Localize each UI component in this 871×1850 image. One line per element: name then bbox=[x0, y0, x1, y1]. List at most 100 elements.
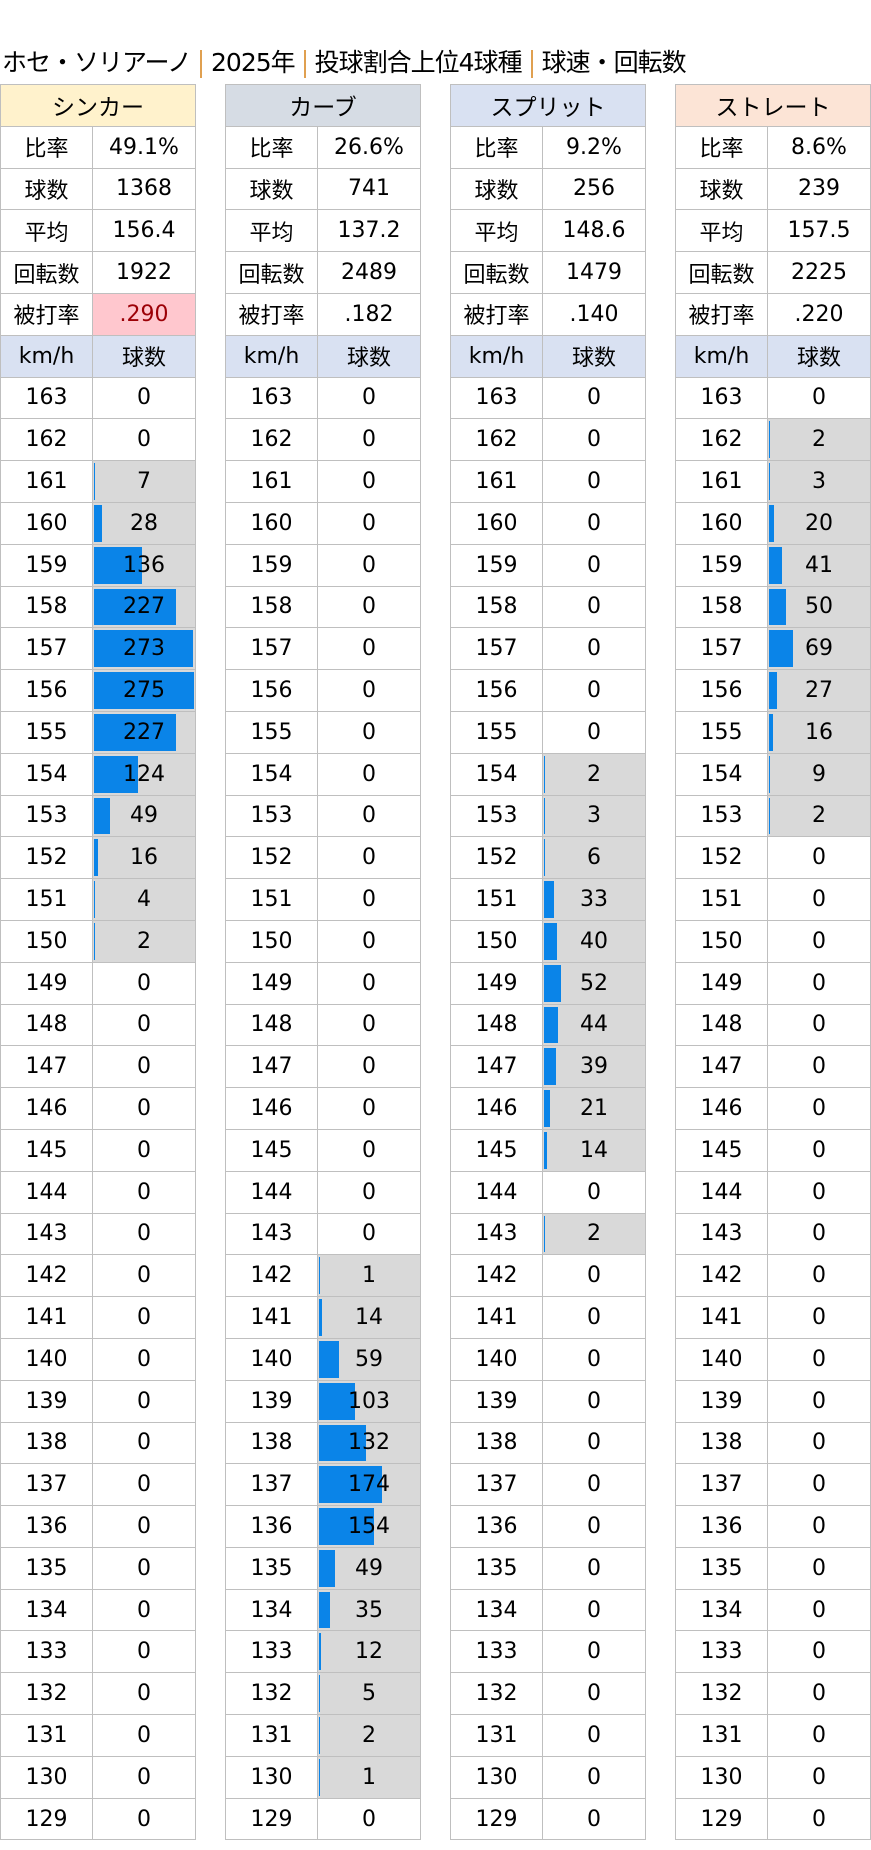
count-column-header: 球数 bbox=[543, 335, 645, 377]
pitch-count-cell: 1 bbox=[318, 1756, 420, 1798]
stat-label: 球数 bbox=[676, 168, 768, 210]
pitch-count-cell: 0 bbox=[318, 963, 420, 1004]
pitch-count: 0 bbox=[137, 1388, 151, 1414]
pitch-count-cell: 0 bbox=[93, 1130, 195, 1171]
stat-row: 球数 256 bbox=[451, 168, 645, 211]
pitch-count-cell: 39 bbox=[543, 1046, 645, 1088]
speed-value: 153 bbox=[226, 795, 318, 837]
pitch-count-cell: 0 bbox=[768, 1590, 870, 1631]
speed-value: 141 bbox=[676, 1297, 768, 1338]
pitch-count-cell: 0 bbox=[93, 1464, 195, 1505]
pitch-count: 12 bbox=[355, 1639, 383, 1665]
stat-row: 比率 26.6% bbox=[226, 126, 420, 169]
pitch-count-cell: 35 bbox=[318, 1589, 420, 1631]
speed-value: 130 bbox=[451, 1756, 543, 1798]
pitch-name: シンカー bbox=[1, 85, 195, 126]
table-row: 132 0 bbox=[1, 1673, 195, 1716]
table-row: 156 275 bbox=[1, 670, 195, 712]
pitch-count: 3 bbox=[587, 803, 601, 829]
pitch-count: 0 bbox=[137, 1263, 151, 1289]
speed-value: 160 bbox=[226, 502, 318, 544]
table-row: 149 0 bbox=[1, 962, 195, 1005]
pitch-count-cell: 0 bbox=[318, 503, 420, 544]
speed-value: 129 bbox=[226, 1798, 318, 1840]
speed-value: 147 bbox=[451, 1046, 543, 1088]
pitch-count-cell: 0 bbox=[318, 461, 420, 502]
table-row: 152 16 bbox=[1, 837, 195, 880]
table-row: 144 0 bbox=[1, 1171, 195, 1214]
pitch-count-cell: 0 bbox=[768, 1255, 870, 1296]
pitch-count: 0 bbox=[137, 1681, 151, 1707]
count-bar bbox=[94, 546, 143, 584]
speed-value: 135 bbox=[226, 1547, 318, 1589]
table-row: 148 0 bbox=[676, 1004, 870, 1047]
table-row: 135 49 bbox=[226, 1547, 420, 1590]
speed-value: 156 bbox=[226, 670, 318, 711]
pitch-count-cell: 0 bbox=[93, 1339, 195, 1380]
pitch-count-cell: 0 bbox=[318, 921, 420, 962]
pitch-count: 0 bbox=[362, 636, 376, 662]
pitch-count-cell: 0 bbox=[93, 1088, 195, 1129]
pitch-count: 0 bbox=[812, 1472, 826, 1498]
table-row: 159 136 bbox=[1, 544, 195, 587]
speed-value: 158 bbox=[451, 586, 543, 628]
table-row: 133 0 bbox=[1, 1631, 195, 1674]
pitch-count-cell: 2 bbox=[318, 1715, 420, 1756]
pitch-count: 275 bbox=[123, 678, 165, 704]
stat-label: 平均 bbox=[1, 210, 93, 252]
speed-value: 147 bbox=[226, 1046, 318, 1088]
pitch-count-cell: 0 bbox=[93, 1590, 195, 1631]
count-bar bbox=[319, 1508, 375, 1545]
pitch-count-cell: 52 bbox=[543, 962, 645, 1004]
table-row: 141 0 bbox=[451, 1297, 645, 1339]
pitch-count-cell: 3 bbox=[768, 461, 870, 502]
speed-value: 161 bbox=[676, 461, 768, 502]
table-row: 130 0 bbox=[451, 1756, 645, 1799]
pitch-count: 0 bbox=[137, 1472, 151, 1498]
speed-value: 159 bbox=[1, 544, 93, 586]
speed-value: 140 bbox=[676, 1338, 768, 1380]
pitch-count: 103 bbox=[348, 1388, 390, 1414]
speed-value: 159 bbox=[451, 544, 543, 586]
pitch-count: 0 bbox=[362, 678, 376, 704]
stat-row: 平均 156.4 bbox=[1, 210, 195, 253]
pitch-count-cell: 50 bbox=[768, 586, 870, 628]
table-row: 133 0 bbox=[451, 1631, 645, 1674]
count-bar bbox=[319, 1717, 320, 1754]
pitch-count: 0 bbox=[137, 1346, 151, 1372]
pitch-count: 0 bbox=[137, 1179, 151, 1205]
stat-row: 平均 157.5 bbox=[676, 210, 870, 253]
table-row: 147 0 bbox=[226, 1046, 420, 1089]
pitch-count: 33 bbox=[580, 887, 608, 913]
stat-label: 球数 bbox=[226, 168, 318, 210]
pitch-count-cell: 20 bbox=[768, 502, 870, 544]
pitch-count-cell: 0 bbox=[543, 1464, 645, 1505]
pitch-count-cell: 0 bbox=[93, 1715, 195, 1756]
stat-label: 比率 bbox=[1, 126, 93, 168]
pitch-count-cell: 0 bbox=[318, 1172, 420, 1213]
count-bar bbox=[544, 755, 545, 793]
pitch-count: 0 bbox=[137, 1806, 151, 1832]
count-column-header: 球数 bbox=[318, 335, 420, 377]
pitch-count-cell: 0 bbox=[768, 1464, 870, 1505]
table-row: 163 0 bbox=[1, 377, 195, 420]
stat-label: 比率 bbox=[226, 126, 318, 168]
pitch-count-cell: 2 bbox=[543, 1213, 645, 1255]
stat-value: .220 bbox=[794, 301, 844, 327]
pitch-count: 0 bbox=[587, 678, 601, 704]
stat-row: 比率 9.2% bbox=[451, 126, 645, 169]
stat-row: 回転数 2225 bbox=[676, 252, 870, 294]
pitch-count-cell: 0 bbox=[768, 1088, 870, 1129]
table-row: 144 0 bbox=[676, 1171, 870, 1214]
pitch-table-3: ストレート 比率 8.6% 球数 239 平均 157.5 回転数 2225 被打率 .220 km/… bbox=[675, 84, 871, 1841]
pitch-count-cell: 0 bbox=[543, 503, 645, 544]
count-bar bbox=[319, 1758, 320, 1796]
pitch-header-row: カーブ bbox=[226, 85, 420, 127]
table-row: 161 3 bbox=[676, 461, 870, 503]
table-row: 136 0 bbox=[451, 1506, 645, 1548]
table-row: 155 227 bbox=[1, 711, 195, 754]
stat-label: 回転数 bbox=[451, 252, 543, 293]
table-row: 132 0 bbox=[676, 1673, 870, 1716]
pitch-count-cell: 0 bbox=[543, 1757, 645, 1798]
pitch-count: 0 bbox=[812, 1764, 826, 1790]
